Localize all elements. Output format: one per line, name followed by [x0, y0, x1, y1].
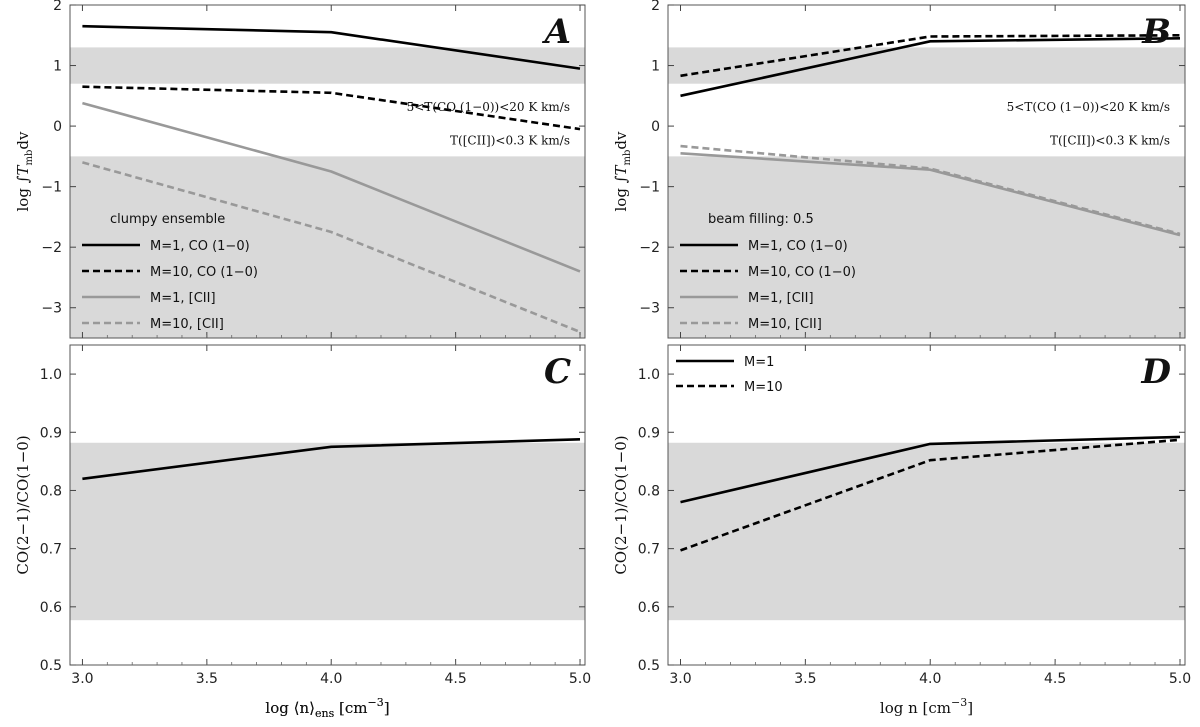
annotation-cii-limit: T([CII])<0.3 K km/s [1050, 133, 1170, 147]
x-tick-label: 5.0 [569, 671, 591, 687]
x-tick-label: 4.0 [320, 671, 342, 687]
annotation-co-range: 5<T(CO (1−0))<20 K km/s [407, 100, 570, 114]
panel-label-A: A [542, 12, 571, 52]
y-tick-label: 2 [53, 0, 62, 14]
legend-entry: M=10, CO (1−0) [150, 265, 258, 280]
y-tick-label: 1 [651, 59, 660, 75]
panel-B: −3 −2 −1 0 1 2 B 5<T(CO (1−0))<20 K km/s T([CII]… [639, 0, 1186, 339]
y-tick-label: 0.5 [40, 658, 62, 674]
shaded-band-1 [70, 47, 585, 84]
y-tick-label: 0.7 [638, 542, 660, 558]
y-axis-label-A: log ∫Tmbdv [14, 131, 35, 212]
legend-entry: M=1, [CII] [150, 291, 216, 306]
legend-entry: M=1 [744, 355, 774, 370]
legend-entry: M=1, CO (1−0) [748, 239, 848, 254]
legend-entry: M=10, [CII] [150, 317, 224, 332]
y-tick-label: 0.7 [40, 542, 62, 558]
panel-C: 3.0 3.5 4.0 4.5 5.0 0.5 0.6 0.7 0.8 0.9 1.0 C [40, 344, 591, 687]
panel-D: 3.0 3.5 4.0 4.5 5.00.50.60.70.80.91.0 DM=1M=1… [638, 344, 1191, 687]
x-tick-label: 4.5 [444, 671, 466, 687]
x-axis-label-text: log ⟨n⟩ens [cm−3] [265, 696, 389, 720]
annotation-cii-limit: T([CII])<0.3 K km/s [450, 133, 570, 147]
legend: beam filling: 0.5 M=1, CO (1−0) M=10, CO (… [680, 212, 856, 332]
legend-entry: M=1, CO (1−0) [150, 239, 250, 254]
y-tick-label: 0.6 [40, 600, 62, 616]
y-tick-label: 0.5 [638, 658, 660, 674]
series-line-1 [680, 435, 1181, 504]
y-tick-label: 0.9 [40, 425, 62, 441]
plot-frame [69, 4, 586, 339]
legend-entry: M=10, CO (1−0) [748, 265, 856, 280]
y-tick-label: 0.6 [638, 600, 660, 616]
y-tick-label: 2 [651, 0, 660, 14]
legend-entry: M=10 [744, 380, 783, 395]
y-tick-label: 1.0 [638, 367, 660, 383]
y-tick-label: 0.8 [40, 483, 62, 499]
series-line-2 [680, 438, 1181, 552]
legend: M=1 M=10 [676, 355, 783, 395]
x-tick-label: 3.5 [196, 671, 218, 687]
panel-label-C: C [544, 352, 571, 392]
plot-frame [667, 344, 1186, 666]
legend-title: beam filling: 0.5 [708, 212, 814, 227]
panel-A: −3 −2 −1 0 1 2 A 5<T(CO (1−0))<20 K km/s T([CII]… [41, 0, 586, 339]
plot-frame [69, 344, 586, 666]
series-line-1 [82, 438, 581, 481]
shaded-band-1 [70, 442, 585, 621]
x-tick-label: 4.0 [919, 671, 941, 687]
y-tick-label: −3 [639, 301, 660, 317]
x-axis-label-text: log n [cm−3] [880, 696, 973, 717]
shaded-band-1 [668, 47, 1185, 84]
y-axis-label-C: CO(2−1)/CO(1−0) [14, 435, 32, 574]
shaded-band-1 [668, 442, 1185, 621]
y-tick-label: −2 [639, 240, 660, 256]
shaded-band-2 [70, 156, 585, 338]
x-tick-label: 4.5 [1044, 671, 1066, 687]
series-line-4 [680, 144, 1181, 236]
plot-frame [667, 4, 1186, 339]
series-line-1 [82, 24, 581, 70]
shaded-band-2 [668, 156, 1185, 338]
legend-entry: M=10, [CII] [748, 317, 822, 332]
series-line-4 [82, 161, 581, 334]
series-line-2 [82, 85, 581, 131]
y-tick-label: −1 [41, 180, 62, 196]
series-line-1 [680, 37, 1181, 98]
panel-label-D: D [1141, 352, 1172, 392]
y-tick-label: 0.9 [638, 425, 660, 441]
series-line-3 [82, 101, 581, 273]
y-tick-label: 1 [53, 59, 62, 75]
annotation-co-range: 5<T(CO (1−0))<20 K km/s [1007, 100, 1170, 114]
panel-label-B: B [1141, 12, 1171, 52]
y-tick-label: 0 [651, 119, 660, 135]
x-tick-label: 3.0 [669, 671, 691, 687]
y-axis-label-D: CO(2−1)/CO(1−0) [612, 435, 630, 574]
legend: clumpy ensemble M=1, CO (1−0) M=10, CO (1−… [82, 212, 258, 332]
legend-entry: M=1, [CII] [748, 291, 814, 306]
y-tick-label: 1.0 [40, 367, 62, 383]
y-tick-label: 0 [53, 119, 62, 135]
x-tick-label: 3.0 [71, 671, 93, 687]
x-tick-label: 5.0 [1169, 671, 1191, 687]
y-tick-label: −2 [41, 240, 62, 256]
y-axis-label-B: log ∫Tmbdv [612, 131, 633, 212]
x-axis-label-D: log n [cm−3] [880, 696, 973, 717]
x-axis-label-A: log ⟨n⟩ens [cm−3] [265, 696, 389, 720]
legend-title: clumpy ensemble [110, 212, 225, 227]
y-tick-label: −3 [41, 301, 62, 317]
y-tick-label: 0.8 [638, 483, 660, 499]
series-line-2 [680, 34, 1181, 78]
x-tick-label: 3.5 [794, 671, 816, 687]
y-tick-label: −1 [639, 180, 660, 196]
x-axis-label-C: log ⟨n⟩ens [cm−3] [265, 696, 389, 720]
x-axis-label-text: log ⟨n⟩ens [cm−3] [265, 696, 389, 720]
